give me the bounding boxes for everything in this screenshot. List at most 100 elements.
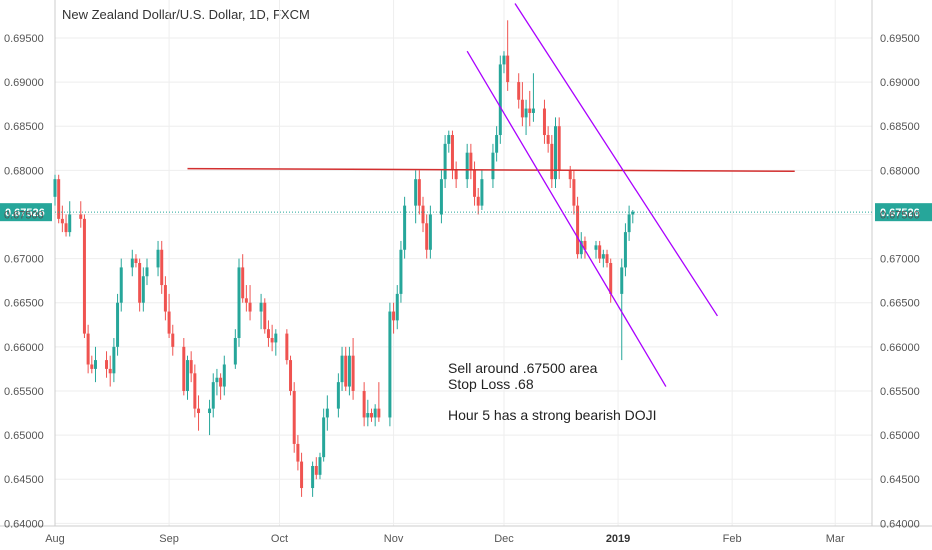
y-tick-left: 0.67000 [4, 254, 44, 266]
candle-up [259, 302, 263, 312]
x-tick: Feb [723, 533, 742, 545]
candle-up [325, 408, 329, 418]
current-price-label-right: 0.67526 [880, 207, 920, 219]
candle-down [270, 338, 274, 343]
y-tick-left: 0.66500 [4, 298, 44, 310]
candle-down [598, 245, 602, 259]
candle-down [425, 223, 429, 250]
x-tick: Sep [159, 533, 179, 545]
candle-down [344, 355, 348, 387]
candle-down [163, 285, 167, 312]
y-tick-left: 0.69500 [4, 33, 44, 45]
candle-up [112, 346, 116, 374]
candle-down [248, 302, 252, 312]
candle-down [64, 223, 68, 233]
trend-lines: 0.67526 0.67526 [0, 3, 932, 387]
y-tick-left: 0.65000 [4, 430, 44, 442]
candle-up [322, 417, 326, 458]
candle-down [300, 461, 304, 489]
candle-up [403, 205, 407, 250]
candle-down [241, 267, 245, 299]
grid-lines [54, 0, 872, 526]
candle-down [362, 390, 366, 418]
y-tick-right: 0.65000 [880, 430, 920, 442]
y-tick-right: 0.68500 [880, 121, 920, 133]
candle-up [119, 267, 123, 303]
candle-down [417, 179, 421, 206]
candle-down [296, 443, 300, 462]
candle-up [531, 108, 535, 113]
candle-up [208, 408, 212, 414]
candle-up [428, 214, 432, 250]
axes [0, 0, 932, 527]
y-tick-right: 0.64000 [880, 518, 920, 530]
y-tick-left: 0.65500 [4, 386, 44, 398]
candle-up [439, 179, 443, 215]
candle-down [171, 333, 175, 347]
candle-down [392, 311, 396, 321]
candle-up [145, 267, 149, 277]
candle-up [336, 382, 340, 409]
candle-down [351, 355, 355, 391]
x-tick: Aug [45, 533, 65, 545]
candle-down [219, 377, 223, 387]
candle-down [572, 179, 576, 206]
candle-down [193, 373, 197, 409]
y-tick-left: 0.68500 [4, 121, 44, 133]
candle-down [244, 298, 248, 303]
y-tick-left: 0.66000 [4, 342, 44, 354]
candle-down [60, 218, 64, 224]
candle-up [274, 333, 278, 343]
candle-down [90, 364, 94, 369]
candle-up [233, 338, 237, 365]
candle-up [623, 232, 627, 268]
y-tick-right: 0.68000 [880, 165, 920, 177]
candle-up [443, 143, 447, 180]
resistance-line [187, 167, 795, 172]
y-tick-right: 0.67500 [880, 209, 920, 221]
candle-down [79, 214, 83, 219]
channel-lower-line [466, 50, 667, 387]
candle-up [340, 355, 344, 383]
candle-down [520, 99, 524, 118]
y-tick-right: 0.64500 [880, 474, 920, 486]
candle-up [627, 214, 631, 233]
candle-down [454, 170, 458, 180]
chart-title: New Zealand Dollar/U.S. Dollar, 1D, FXCM [62, 7, 310, 22]
candle-down [517, 82, 521, 100]
candle-down [568, 170, 572, 180]
candle-down [314, 465, 318, 475]
candle-up [601, 254, 605, 259]
candle-up [53, 179, 57, 197]
candle-up [366, 413, 370, 418]
current-price-label-left: 0.67526 [5, 207, 45, 219]
candle-down [138, 263, 142, 303]
candle-down [528, 108, 532, 113]
candle-down [609, 263, 613, 294]
candle-up [579, 240, 583, 255]
candle-up [215, 377, 219, 383]
candle-down [134, 258, 138, 263]
candle-up [237, 267, 241, 339]
candle-down [189, 360, 193, 374]
annotation-doji-note: Hour 5 has a strong bearish DOJI [448, 407, 657, 423]
current-price-tag-right [875, 203, 932, 222]
y-tick-left: 0.69000 [4, 77, 44, 89]
annotation-stop-loss: Stop Loss .68 [448, 376, 534, 392]
candle-up [554, 126, 558, 180]
candle-up [373, 408, 377, 418]
candle-up [414, 179, 418, 206]
candles [53, 20, 635, 497]
candle-down [108, 368, 112, 374]
candle-down [167, 311, 171, 334]
candle-down [542, 108, 546, 136]
candle-down [289, 360, 293, 391]
candle-up [594, 245, 598, 250]
candle-up [318, 457, 322, 475]
candle-down [421, 205, 425, 224]
candle-up [185, 360, 189, 391]
candle-up [395, 293, 399, 321]
candle-up [502, 55, 506, 65]
candle-down [369, 413, 373, 418]
candle-up [93, 360, 97, 369]
